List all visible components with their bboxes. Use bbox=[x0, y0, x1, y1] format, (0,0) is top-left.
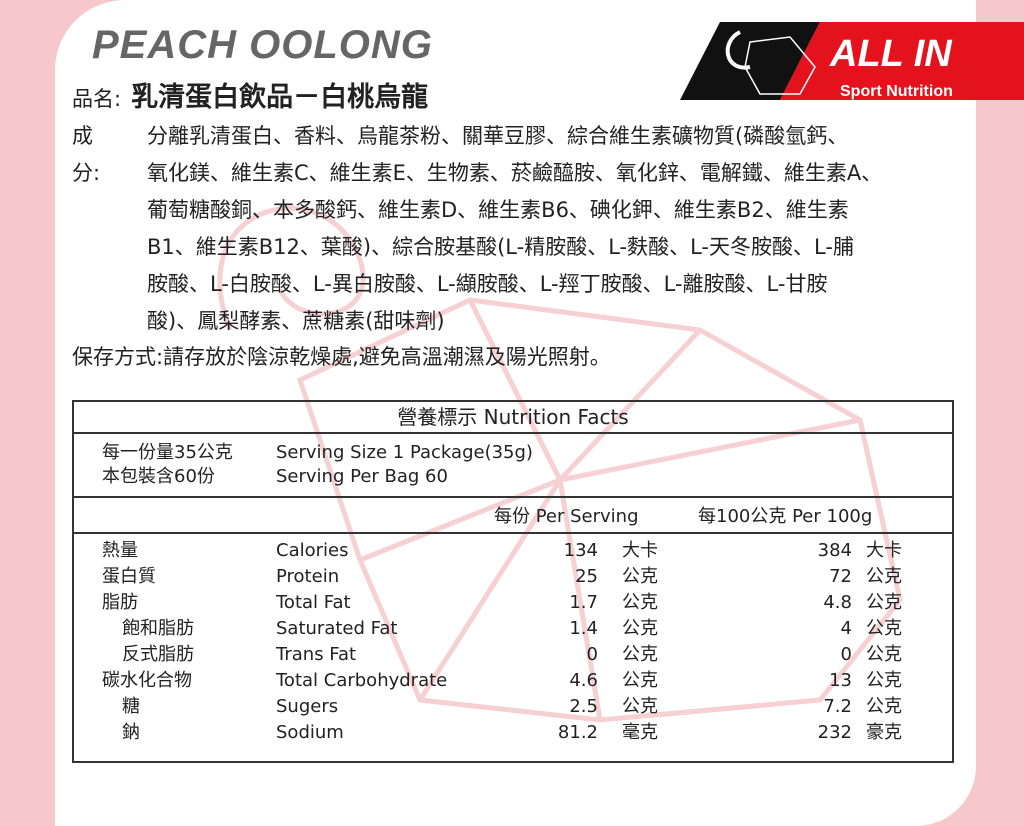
per-100g-unit: 公克 bbox=[866, 592, 902, 613]
per-serving-unit: 公克 bbox=[622, 566, 658, 587]
serving-size-zh: 每一份量35公克 bbox=[102, 442, 233, 463]
nutrient-name-en: Total Carbohydrate bbox=[276, 670, 448, 691]
per-100g-value: 13 bbox=[829, 670, 852, 691]
per-100g-value: 4.8 bbox=[823, 592, 852, 613]
per-serving-value: 25 bbox=[575, 566, 598, 587]
nutrient-name-en: Sodium bbox=[276, 722, 344, 743]
ingredients-line: 分離乳清蛋白、香料、烏龍茶粉、關華豆膠、綜合維生素礦物質(磷酸氫鈣、 bbox=[147, 124, 849, 148]
ingredients-line: 酸)、鳳梨酵素、蔗糖素(甜味劑) bbox=[147, 309, 445, 333]
nutrient-name-en: Sugers bbox=[276, 696, 339, 717]
per-serving-value: 81.2 bbox=[557, 722, 598, 743]
per-100g-value: 72 bbox=[829, 566, 852, 587]
brand-logo: ALL IN Sport Nutrition bbox=[680, 22, 1024, 100]
nutrient-name-zh: 蛋白質 bbox=[102, 566, 156, 587]
per-100g-unit: 公克 bbox=[866, 696, 902, 717]
per-serving-unit: 公克 bbox=[622, 592, 658, 613]
nutrient-name-zh: 脂肪 bbox=[102, 592, 138, 613]
ingredients-label: 成分: bbox=[72, 124, 101, 185]
per-100g-value: 7.2 bbox=[823, 696, 852, 717]
per-serving-unit: 大卡 bbox=[622, 540, 658, 561]
per-serving-unit: 公克 bbox=[622, 670, 658, 691]
storage-instructions: 保存方式:請存放於陰涼乾燥處,避免高溫潮濕及陽光照射。 bbox=[72, 345, 611, 369]
nutrient-name-en: Calories bbox=[276, 540, 349, 561]
nutrient-name-zh: 熱量 bbox=[102, 540, 138, 561]
nutrient-name-en: Trans Fat bbox=[276, 644, 357, 665]
per-100g-unit: 公克 bbox=[866, 566, 902, 587]
col-per-serving: 每份 Per Serving bbox=[494, 506, 639, 527]
per-100g-unit: 豪克 bbox=[866, 722, 902, 743]
nutrient-name-zh: 鈉 bbox=[122, 722, 140, 743]
per-serving-unit: 公克 bbox=[622, 618, 658, 639]
serving-size-en: Serving Size 1 Package(35g) bbox=[276, 442, 533, 463]
per-100g-unit: 公克 bbox=[866, 644, 902, 665]
per-100g-value: 384 bbox=[817, 540, 852, 561]
nutrition-title: 營養標示 Nutrition Facts bbox=[397, 405, 629, 429]
product-name-label: 品名: bbox=[72, 87, 122, 111]
ingredients-line: 葡萄糖酸銅、本多酸鈣、維生素D、維生素B6、碘化鉀、維生素B2、維生素 bbox=[147, 198, 849, 222]
nutrition-facts-table: 營養標示 Nutrition Facts 每一份量35公克 Serving Si… bbox=[72, 400, 954, 763]
per-100g-unit: 公克 bbox=[866, 670, 902, 691]
per-serving-value: 1.7 bbox=[569, 592, 598, 613]
per-serving-unit: 公克 bbox=[622, 644, 658, 665]
nutrient-name-zh: 碳水化合物 bbox=[102, 670, 192, 691]
per-100g-value: 4 bbox=[840, 618, 852, 639]
per-serving-value: 0 bbox=[586, 644, 598, 665]
nutrient-name-zh: 反式脂肪 bbox=[122, 644, 194, 665]
per-100g-value: 232 bbox=[817, 722, 852, 743]
divider bbox=[74, 496, 952, 498]
per-serving-value: 2.5 bbox=[569, 696, 598, 717]
ingredients-line: 氧化鎂、維生素C、維生素E、生物素、菸鹼醯胺、氧化鋅、電解鐵、維生素A、 bbox=[147, 161, 883, 185]
servings-per-bag-en: Serving Per Bag 60 bbox=[276, 466, 448, 487]
ingredients-line: B1、維生素B12、葉酸)、綜合胺基酸(L-精胺酸、L-麩酸、L-天冬胺酸、L-… bbox=[147, 235, 854, 259]
divider bbox=[74, 532, 952, 534]
servings-per-bag-zh: 本包裝含60份 bbox=[102, 466, 215, 487]
brand-name: ALL IN bbox=[829, 33, 953, 75]
divider bbox=[74, 432, 952, 434]
product-name: 乳清蛋白飲品－白桃烏龍 bbox=[131, 82, 429, 113]
product-name-line: 品名: 乳清蛋白飲品－白桃烏龍 bbox=[72, 82, 428, 115]
per-serving-unit: 公克 bbox=[622, 696, 658, 717]
col-per-100g: 每100公克 Per 100g bbox=[698, 506, 873, 527]
per-serving-value: 1.4 bbox=[569, 618, 598, 639]
per-serving-value: 4.6 bbox=[569, 670, 598, 691]
nutrient-name-zh: 糖 bbox=[122, 696, 140, 717]
per-100g-unit: 大卡 bbox=[866, 540, 902, 561]
ingredients-line: 胺酸、L-白胺酸、L-異白胺酸、L-纈胺酸、L-羥丁胺酸、L-離胺酸、L-甘胺 bbox=[147, 272, 828, 296]
nutrient-name-zh: 飽和脂肪 bbox=[122, 618, 194, 639]
per-serving-value: 134 bbox=[563, 540, 598, 561]
brand-tagline: Sport Nutrition bbox=[840, 83, 953, 100]
per-100g-value: 0 bbox=[840, 644, 852, 665]
per-100g-unit: 公克 bbox=[866, 618, 902, 639]
nutrient-name-en: Total Fat bbox=[276, 592, 351, 613]
per-serving-unit: 毫克 bbox=[622, 722, 658, 743]
product-title: PEACH OOLONG bbox=[92, 23, 433, 67]
nutrient-name-en: Saturated Fat bbox=[276, 618, 398, 639]
nutrient-name-en: Protein bbox=[276, 566, 340, 587]
